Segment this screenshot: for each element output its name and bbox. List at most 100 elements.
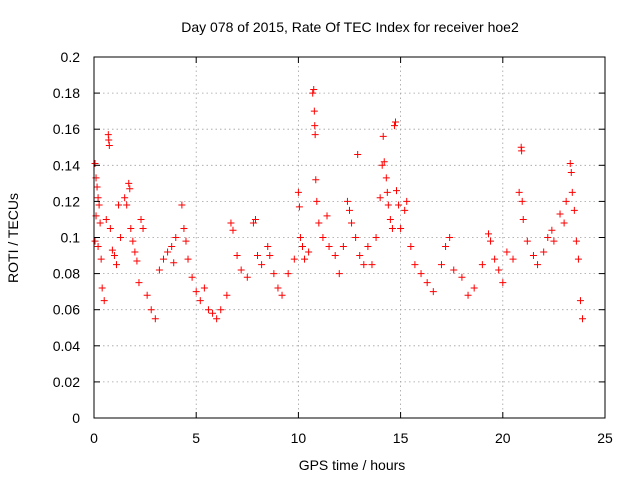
grid-lines bbox=[94, 57, 605, 418]
data-point-91 bbox=[343, 197, 351, 205]
data-point-13 bbox=[105, 136, 113, 144]
data-point-150 bbox=[560, 219, 568, 227]
data-point-155 bbox=[570, 206, 578, 214]
data-point-58 bbox=[237, 266, 245, 274]
data-point-137 bbox=[515, 188, 523, 196]
data-point-47 bbox=[192, 288, 200, 296]
data-point-158 bbox=[576, 297, 584, 305]
data-point-56 bbox=[229, 226, 237, 234]
data-point-68 bbox=[278, 291, 286, 299]
data-point-130 bbox=[484, 230, 492, 238]
data-point-67 bbox=[274, 284, 282, 292]
data-point-59 bbox=[243, 273, 251, 281]
data-point-82 bbox=[312, 176, 320, 184]
data-point-21 bbox=[117, 234, 125, 241]
data-point-126 bbox=[458, 273, 466, 281]
y-tick-label-7: 0.14 bbox=[53, 157, 80, 173]
data-point-104 bbox=[380, 158, 388, 166]
data-point-22 bbox=[121, 194, 129, 202]
data-point-52 bbox=[213, 315, 221, 323]
data-point-26 bbox=[127, 224, 135, 232]
data-point-42 bbox=[178, 201, 186, 209]
data-point-8 bbox=[94, 243, 102, 251]
y-tick-label-5: 0.1 bbox=[61, 230, 81, 246]
data-point-32 bbox=[135, 279, 143, 287]
data-point-28 bbox=[131, 248, 139, 256]
data-point-63 bbox=[258, 261, 266, 269]
data-point-122 bbox=[437, 261, 445, 269]
data-point-153 bbox=[567, 169, 575, 177]
data-point-125 bbox=[450, 266, 458, 274]
data-point-144 bbox=[534, 261, 542, 269]
data-point-87 bbox=[325, 243, 333, 251]
data-point-114 bbox=[397, 224, 405, 232]
data-point-60 bbox=[249, 219, 257, 227]
data-point-34 bbox=[147, 306, 155, 314]
data-point-101 bbox=[376, 194, 384, 202]
data-point-117 bbox=[407, 243, 415, 251]
data-point-55 bbox=[227, 219, 235, 227]
data-point-46 bbox=[188, 273, 196, 281]
data-point-119 bbox=[417, 270, 425, 278]
data-point-51 bbox=[209, 309, 217, 317]
data-point-14 bbox=[105, 141, 113, 149]
data-point-78 bbox=[310, 85, 318, 93]
y-tick-label-10: 0.2 bbox=[61, 49, 81, 65]
data-point-106 bbox=[383, 188, 391, 196]
x-axis-label: GPS time / hours bbox=[299, 457, 406, 473]
data-point-36 bbox=[155, 266, 163, 274]
data-point-7 bbox=[91, 237, 99, 245]
data-point-11 bbox=[100, 297, 108, 305]
data-point-136 bbox=[509, 255, 517, 263]
data-point-4 bbox=[95, 201, 103, 209]
data-point-80 bbox=[311, 122, 319, 130]
data-point-24 bbox=[125, 179, 133, 187]
data-point-142 bbox=[523, 237, 531, 245]
data-point-134 bbox=[499, 279, 507, 287]
x-tick-label-1: 5 bbox=[192, 430, 200, 446]
y-tick-label-6: 0.12 bbox=[53, 193, 80, 209]
data-point-112 bbox=[393, 187, 401, 195]
y-tick-label-0: 0 bbox=[72, 410, 80, 426]
data-point-115 bbox=[401, 206, 409, 214]
data-point-30 bbox=[137, 215, 145, 223]
data-point-131 bbox=[487, 237, 495, 245]
data-point-159 bbox=[579, 315, 587, 323]
data-point-44 bbox=[182, 237, 190, 245]
data-point-90 bbox=[339, 243, 347, 251]
data-point-81 bbox=[311, 131, 319, 139]
data-point-71 bbox=[294, 188, 302, 196]
data-point-109 bbox=[388, 224, 396, 232]
data-point-111 bbox=[391, 118, 399, 126]
data-point-38 bbox=[164, 248, 172, 256]
data-point-107 bbox=[384, 201, 392, 209]
data-point-48 bbox=[196, 297, 204, 305]
data-points bbox=[91, 85, 587, 323]
data-point-105 bbox=[382, 174, 390, 182]
data-point-121 bbox=[429, 288, 437, 296]
data-point-129 bbox=[478, 261, 486, 269]
data-point-72 bbox=[295, 203, 303, 211]
data-point-124 bbox=[446, 234, 454, 241]
data-point-85 bbox=[319, 234, 327, 241]
data-point-92 bbox=[346, 206, 353, 214]
data-point-148 bbox=[550, 237, 558, 245]
data-point-123 bbox=[442, 243, 450, 251]
data-point-31 bbox=[139, 224, 147, 232]
data-point-37 bbox=[159, 255, 167, 263]
data-point-66 bbox=[270, 270, 278, 278]
data-point-75 bbox=[301, 255, 309, 263]
y-tick-label-1: 0.02 bbox=[53, 374, 80, 390]
data-point-139 bbox=[518, 147, 526, 155]
data-point-143 bbox=[529, 252, 537, 260]
data-point-27 bbox=[129, 237, 137, 245]
data-point-23 bbox=[123, 201, 131, 209]
data-point-53 bbox=[217, 306, 225, 314]
data-point-147 bbox=[548, 226, 556, 234]
data-point-141 bbox=[519, 215, 527, 223]
data-point-93 bbox=[348, 219, 356, 227]
data-point-100 bbox=[372, 234, 380, 241]
data-point-74 bbox=[298, 243, 306, 251]
x-tick-label-4: 20 bbox=[495, 430, 511, 446]
